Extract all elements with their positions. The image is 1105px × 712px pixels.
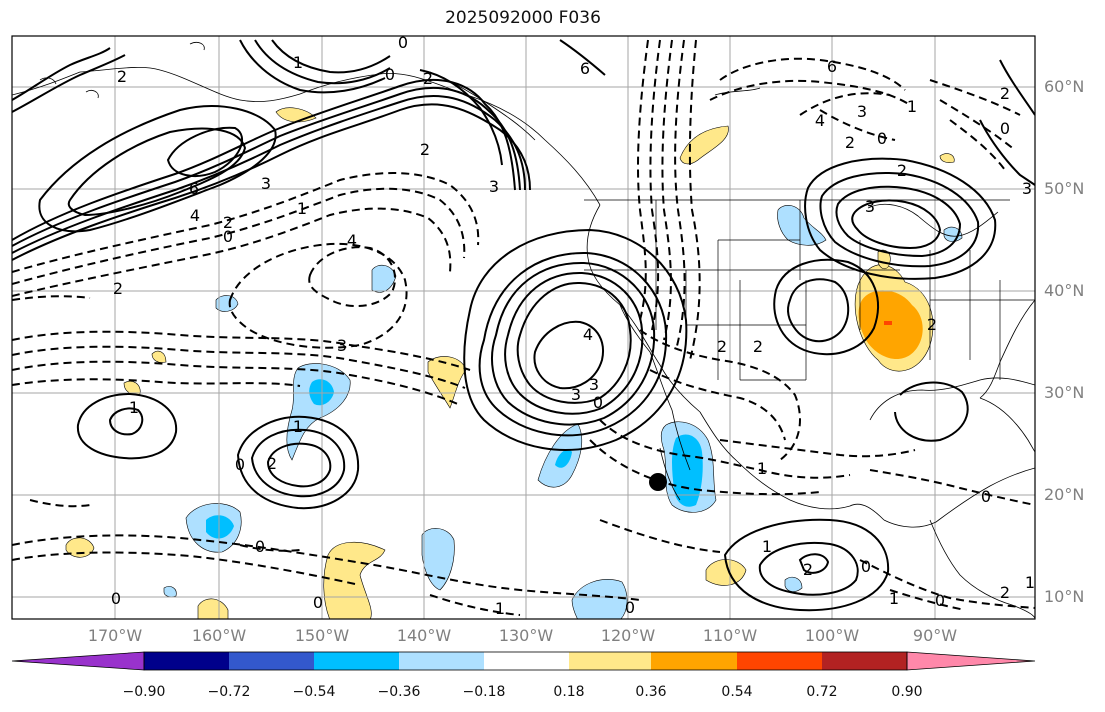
contour-label: 2 xyxy=(117,67,127,86)
contour-label: 0 xyxy=(111,589,121,608)
contour-label: 2 xyxy=(753,337,763,356)
contour-label: 1 xyxy=(495,599,505,618)
contour-label: 0 xyxy=(313,593,323,612)
colorbar-arrow-left xyxy=(12,652,144,670)
contour-label: 1 xyxy=(293,417,303,436)
contour-label: 1 xyxy=(889,589,899,608)
lat-label: 40°N xyxy=(1044,281,1085,300)
colorbar-swatch xyxy=(822,652,907,670)
colorbar-tick-label: 0.90 xyxy=(891,684,923,700)
colorbar-swatch xyxy=(569,652,651,670)
contour-label: 4 xyxy=(347,231,357,250)
contour-label: 2 xyxy=(897,161,907,180)
contour-label: 1 xyxy=(293,53,303,72)
contour-label: 0 xyxy=(398,33,408,52)
contour-label: 6 xyxy=(580,59,590,78)
contours-dashed xyxy=(12,39,1035,616)
contour-label: 1 xyxy=(757,459,767,478)
lat-label: 30°N xyxy=(1044,383,1085,402)
contour-labels: 0 2 1 6 4 3 0 1 2 3 4 6 3 2 0 2 2 1 2 0 … xyxy=(111,33,1035,618)
contour-label: 3 xyxy=(865,197,875,216)
lon-label: 160°W xyxy=(191,626,247,645)
lon-label: 120°W xyxy=(600,626,656,645)
contour-label: 2 xyxy=(420,140,430,159)
contour-label: 0 xyxy=(981,487,991,506)
colorbar-swatch xyxy=(399,652,484,670)
colorbar-swatch xyxy=(484,652,569,670)
lat-label: 50°N xyxy=(1044,179,1085,198)
contour-label: 1 xyxy=(297,199,307,218)
contour-label: 0 xyxy=(593,393,603,412)
colorbar-swatch xyxy=(229,652,314,670)
colorbar-tick-label: −0.54 xyxy=(292,684,336,700)
contour-label: 4 xyxy=(583,325,593,344)
contour-label: 0 xyxy=(255,537,265,556)
colorbar-tick-label: −0.18 xyxy=(462,684,506,700)
contour-label: 0 xyxy=(625,598,635,617)
contour-label: 0 xyxy=(235,455,245,474)
contour-label: 0 xyxy=(877,129,887,148)
contour-label: 4 xyxy=(815,111,825,130)
lat-label: 10°N xyxy=(1044,587,1085,606)
lon-label: 90°W xyxy=(912,626,958,645)
contour-label: 3 xyxy=(571,385,581,404)
contour-label: 2 xyxy=(423,69,433,88)
colorbar xyxy=(11,651,1036,671)
contour-label: 0 xyxy=(861,557,871,576)
map-frame xyxy=(11,35,1036,620)
lon-label: 100°W xyxy=(804,626,860,645)
contour-label: 6 xyxy=(827,57,837,76)
lon-label: 130°W xyxy=(498,626,554,645)
contour-label: 2 xyxy=(223,213,233,232)
location-marker xyxy=(649,473,667,491)
contour-label: 3 xyxy=(1022,179,1032,198)
colorbar-tick-label: −0.72 xyxy=(207,684,251,700)
colorbar-tick-label: 0.18 xyxy=(553,684,585,700)
contour-label: 2 xyxy=(803,560,813,579)
contour-label: 2 xyxy=(845,133,855,152)
colorbar-tick-label: −0.36 xyxy=(377,684,421,700)
contour-label: 3 xyxy=(857,102,867,121)
colorbar-swatch xyxy=(737,652,822,670)
contour-label: 0 xyxy=(223,227,233,246)
colorbar-swatch xyxy=(144,652,229,670)
colorbar-arrow-right xyxy=(907,652,1035,670)
lon-label: 110°W xyxy=(702,626,758,645)
contour-label: 2 xyxy=(1000,84,1010,103)
contour-label: 0 xyxy=(935,591,945,610)
contour-label: 0 xyxy=(385,65,395,84)
lat-label: 60°N xyxy=(1044,77,1085,96)
contour-label: 0 xyxy=(1000,119,1010,138)
contour-label: 3 xyxy=(489,177,499,196)
contour-label: 2 xyxy=(927,315,937,334)
contour-label: 3 xyxy=(589,375,599,394)
colorbar-tick-label: 0.54 xyxy=(721,684,753,700)
contour-label: 6 xyxy=(189,179,199,198)
lat-label: 20°N xyxy=(1044,485,1085,504)
contour-label: 1 xyxy=(129,398,139,417)
contour-label: 3 xyxy=(261,174,271,193)
contour-label: 4 xyxy=(190,206,200,225)
contour-label: 2 xyxy=(1000,583,1010,602)
colorbar-tick-label: 0.72 xyxy=(806,684,838,700)
contour-label: 2 xyxy=(717,337,727,356)
contour-label: 3 xyxy=(337,336,347,355)
contour-label: 2 xyxy=(267,454,277,473)
colorbar-swatch xyxy=(651,652,737,670)
contour-label: 2 xyxy=(113,279,123,298)
lon-label: 170°W xyxy=(87,626,143,645)
contour-label: 1 xyxy=(762,537,772,556)
map-title: 2025092000 F036 xyxy=(445,8,601,28)
colorbar-tick-label: 0.36 xyxy=(635,684,667,700)
lon-label: 140°W xyxy=(396,626,452,645)
lon-label: 150°W xyxy=(294,626,350,645)
colorbar-tick-label: −0.90 xyxy=(122,684,166,700)
contour-label: 1 xyxy=(907,97,917,116)
contour-label: 1 xyxy=(1025,573,1035,592)
colorbar-swatch xyxy=(314,652,399,670)
